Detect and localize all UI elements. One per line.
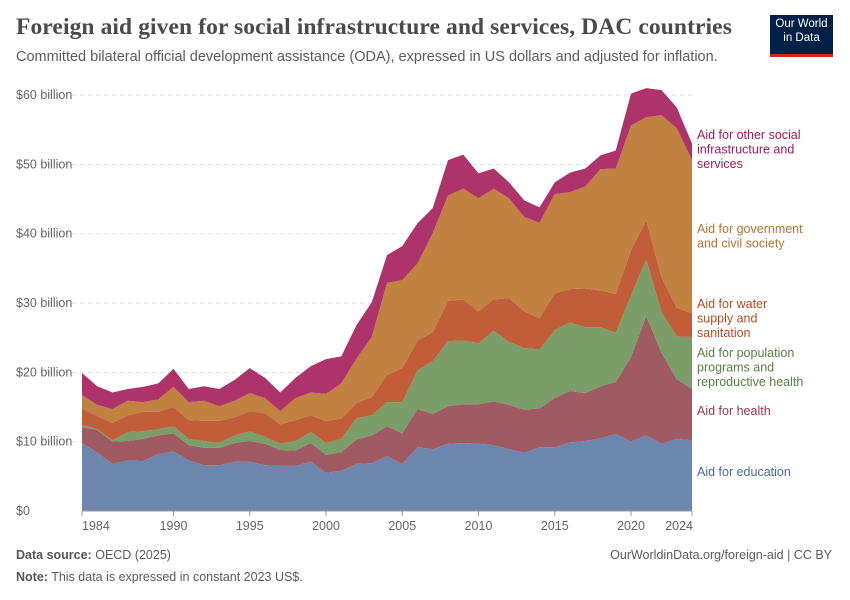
area-aid-for-government-and-civil-society bbox=[82, 115, 692, 425]
chart-subtitle: Committed bilateral official development… bbox=[16, 49, 718, 65]
series-label: Aid for health bbox=[697, 404, 771, 418]
series-label: Aid for education bbox=[697, 465, 791, 479]
data-source: Data source: OECD (2025) bbox=[16, 548, 171, 562]
y-tick-label: $60 billion bbox=[16, 88, 72, 102]
series-label-line: infrastructure and bbox=[697, 143, 794, 157]
y-tick-label: $50 billion bbox=[16, 157, 72, 171]
x-tick-label: 2010 bbox=[465, 519, 493, 533]
x-tick-label: 2000 bbox=[312, 519, 340, 533]
x-tick-label: 2024 bbox=[665, 519, 693, 533]
area-aid-for-health bbox=[82, 316, 692, 473]
x-tick-label: 2015 bbox=[541, 519, 569, 533]
x-tick-label: 1990 bbox=[160, 519, 188, 533]
chart-title: Foreign aid given for social infrastruct… bbox=[16, 14, 732, 40]
series-label-line: sanitation bbox=[697, 326, 751, 340]
series-label-line: Aid for other social bbox=[697, 128, 801, 142]
area-aid-for-water-supply-and-sanitation bbox=[82, 220, 692, 444]
x-tick-label: 2020 bbox=[617, 519, 645, 533]
series-label-line: and civil society bbox=[697, 237, 785, 251]
series-label: Aid for government and civil society bbox=[697, 222, 803, 251]
source-label: Data source: bbox=[16, 548, 92, 562]
note-label: Note: bbox=[16, 570, 48, 584]
y-tick-label: $10 billion bbox=[16, 435, 72, 449]
source-value: OECD (2025) bbox=[95, 548, 171, 562]
y-tick-label: $30 billion bbox=[16, 296, 72, 310]
series-label: Aid for water supply and sanitation bbox=[697, 297, 767, 340]
series-label: Aid for other social infrastructure and se… bbox=[697, 128, 801, 171]
logo-line-2: in Data bbox=[783, 32, 820, 44]
y-tick-label: $40 billion bbox=[16, 227, 72, 241]
series-label-line: supply and bbox=[697, 312, 758, 326]
series-label-line: reproductive health bbox=[697, 375, 803, 389]
source-url-link[interactable]: OurWorldinData.org/foreign-aid | CC BY bbox=[610, 548, 832, 562]
y-tick-label: $0 bbox=[16, 504, 30, 518]
y-tick-label: $20 billion bbox=[16, 365, 72, 379]
x-tick-label: 1995 bbox=[236, 519, 264, 533]
x-tick-label: 2005 bbox=[388, 519, 416, 533]
area-aid-for-population-programs-and-reproductive-health bbox=[82, 259, 692, 455]
series-label-line: programs and bbox=[697, 361, 774, 375]
series-label: Aid for population programs and reproducti… bbox=[697, 346, 803, 389]
note-value: This data is expressed in constant 2023 … bbox=[51, 570, 303, 584]
series-label-line: Aid for education bbox=[697, 465, 791, 479]
logo-line-1: Our World bbox=[775, 18, 828, 30]
series-label-line: Aid for health bbox=[697, 404, 771, 418]
series-label-line: Aid for population bbox=[697, 346, 794, 360]
owid-logo[interactable]: Our World in Data bbox=[770, 15, 833, 57]
x-tick-label: 1984 bbox=[82, 519, 110, 533]
area-aid-for-education bbox=[82, 434, 692, 511]
area-aid-for-other-social-infrastructure-and-services bbox=[82, 88, 692, 412]
series-label-line: services bbox=[697, 157, 743, 171]
series-label-line: Aid for water bbox=[697, 297, 767, 311]
note: Note: This data is expressed in constant… bbox=[16, 570, 303, 584]
series-label-line: Aid for government bbox=[697, 222, 803, 236]
